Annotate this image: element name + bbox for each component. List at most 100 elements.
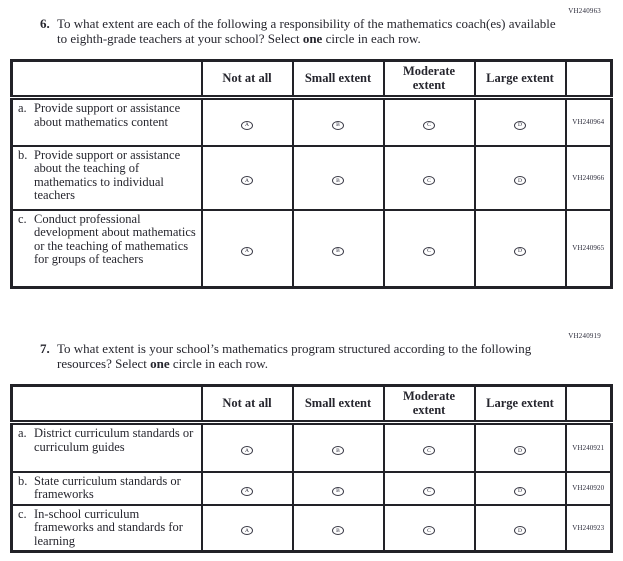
- row-code: VH240966: [564, 144, 613, 211]
- cell-small-extent: B: [291, 144, 385, 211]
- row-label: c. In-school curriculum frameworks and st…: [10, 503, 203, 553]
- option-bubble-small-extent[interactable]: B: [332, 246, 344, 256]
- row-label: a. Provide support or assistance about ma…: [10, 96, 203, 147]
- cell-small-extent: B: [291, 421, 385, 473]
- row-code: VH240920: [564, 470, 613, 506]
- option-bubble-not-at-all[interactable]: A: [241, 246, 253, 256]
- option-bubble-moderate-extent[interactable]: C: [423, 486, 435, 496]
- cell-large-extent: D: [473, 96, 567, 147]
- header-row: Not at all Small extent Moderate extent …: [10, 384, 613, 425]
- table-row: c. In-school curriculum frameworks and st…: [10, 503, 613, 553]
- option-bubble-large-extent[interactable]: D: [514, 446, 526, 456]
- option-bubble-moderate-extent[interactable]: C: [423, 246, 435, 256]
- column-header-small-extent: Small extent: [291, 59, 385, 100]
- cell-not-at-all: A: [200, 208, 294, 289]
- cell-small-extent: B: [291, 208, 385, 289]
- row-letter: c.: [18, 506, 27, 521]
- row-letter: b.: [18, 147, 28, 162]
- cell-moderate-extent: C: [382, 503, 476, 553]
- question-number: 6.: [40, 16, 50, 31]
- question-text-before: To what extent are each of the following…: [57, 16, 556, 46]
- empty-header-cell: [10, 59, 203, 100]
- row-label: b. State curriculum standards or framewor…: [10, 470, 203, 506]
- option-bubble-small-extent[interactable]: B: [332, 120, 344, 130]
- option-bubble-not-at-all[interactable]: A: [241, 446, 253, 456]
- option-bubble-small-extent[interactable]: B: [332, 446, 344, 456]
- cell-not-at-all: A: [200, 503, 294, 553]
- header-row: Not at all Small extent Moderate extent …: [10, 59, 613, 100]
- option-bubble-small-extent[interactable]: B: [332, 176, 344, 185]
- cell-small-extent: B: [291, 470, 385, 506]
- row-code: VH240964: [564, 96, 613, 147]
- option-bubble-large-extent[interactable]: D: [514, 246, 526, 256]
- option-bubble-not-at-all[interactable]: A: [241, 526, 253, 536]
- question-text-before: To what extent is your school’s mathemat…: [57, 341, 532, 371]
- resources-matrix-table: Not at all Small extent Moderate extent …: [10, 384, 613, 553]
- option-bubble-not-at-all[interactable]: A: [241, 176, 253, 185]
- cell-large-extent: D: [473, 421, 567, 473]
- row-text: In-school curriculum frameworks and stan…: [34, 506, 183, 548]
- question-text: To what extent is your school’s mathemat…: [57, 341, 556, 371]
- cell-moderate-extent: C: [382, 208, 476, 289]
- question-text: To what extent are each of the following…: [57, 16, 556, 46]
- question-7-section: VH240919 7. To what extent is your schoo…: [10, 331, 613, 553]
- option-bubble-large-extent[interactable]: D: [514, 120, 526, 130]
- question-text-bold: one: [150, 355, 170, 371]
- row-text: Conduct professional development about m…: [34, 211, 196, 266]
- option-bubble-moderate-extent[interactable]: C: [423, 526, 435, 536]
- option-bubble-large-extent[interactable]: D: [514, 486, 526, 496]
- cell-moderate-extent: C: [382, 470, 476, 506]
- column-header-large-extent: Large extent: [473, 59, 567, 100]
- question-text-bold: one: [302, 30, 323, 46]
- cell-small-extent: B: [291, 96, 385, 147]
- table-row: c. Conduct professional development about…: [10, 208, 613, 289]
- cell-moderate-extent: C: [382, 421, 476, 473]
- column-header-not-at-all: Not at all: [200, 384, 294, 425]
- option-bubble-not-at-all[interactable]: A: [241, 120, 253, 130]
- option-bubble-moderate-extent[interactable]: C: [423, 176, 435, 185]
- question-6-section: VH240963 6. To what extent are each of t…: [10, 6, 613, 289]
- cell-not-at-all: A: [200, 96, 294, 147]
- cell-large-extent: D: [473, 208, 567, 289]
- row-label: c. Conduct professional development about…: [10, 208, 203, 289]
- row-text: Provide support or assistance about math…: [34, 101, 181, 129]
- cell-small-extent: B: [291, 503, 385, 553]
- question-prompt: 6. To what extent are each of the follow…: [40, 16, 556, 46]
- row-text: Provide support or assistance about the …: [34, 147, 181, 202]
- row-label: b. Provide support or assistance about th…: [10, 144, 203, 211]
- empty-header-cell: [10, 384, 203, 425]
- option-bubble-large-extent[interactable]: D: [514, 526, 526, 536]
- table-row: a. District curriculum standards or curri…: [10, 421, 613, 473]
- question-text-after: circle in each row.: [322, 30, 421, 46]
- cell-large-extent: D: [473, 503, 567, 553]
- cell-moderate-extent: C: [382, 96, 476, 147]
- option-bubble-small-extent[interactable]: B: [332, 526, 344, 536]
- empty-code-header-cell: [564, 384, 613, 425]
- cell-not-at-all: A: [200, 470, 294, 506]
- question-code: VH240919: [568, 332, 601, 340]
- row-code: VH240965: [564, 208, 613, 289]
- column-header-moderate-extent: Moderate extent: [382, 59, 476, 100]
- column-header-moderate-extent: Moderate extent: [382, 384, 476, 425]
- column-header-small-extent: Small extent: [291, 384, 385, 425]
- question-text-after: circle in each row.: [169, 355, 269, 371]
- row-letter: c.: [18, 211, 27, 226]
- empty-code-header-cell: [564, 59, 613, 100]
- option-bubble-not-at-all[interactable]: A: [241, 486, 253, 496]
- cell-large-extent: D: [473, 144, 567, 211]
- option-bubble-moderate-extent[interactable]: C: [423, 120, 435, 130]
- option-bubble-large-extent[interactable]: D: [514, 176, 526, 185]
- row-code: VH240923: [564, 503, 613, 553]
- table-row: a. Provide support or assistance about ma…: [10, 96, 613, 147]
- option-bubble-small-extent[interactable]: B: [332, 486, 344, 496]
- row-letter: a.: [18, 101, 27, 115]
- question-prompt: 7. To what extent is your school’s mathe…: [40, 341, 556, 371]
- table-row: b. Provide support or assistance about th…: [10, 144, 613, 211]
- column-header-large-extent: Large extent: [473, 384, 567, 425]
- option-bubble-moderate-extent[interactable]: C: [423, 446, 435, 456]
- cell-not-at-all: A: [200, 144, 294, 211]
- row-label: a. District curriculum standards or curri…: [10, 421, 203, 473]
- table-row: b. State curriculum standards or framewor…: [10, 470, 613, 506]
- cell-not-at-all: A: [200, 421, 294, 473]
